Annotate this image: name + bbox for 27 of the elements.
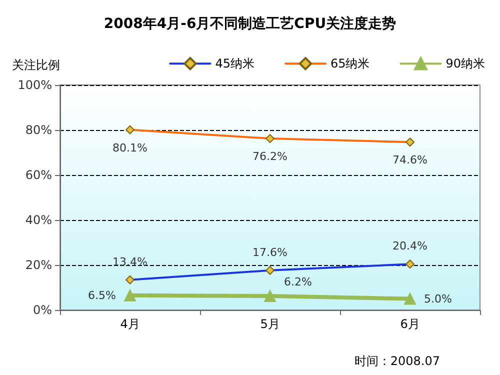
x-tick-label: 4月 xyxy=(120,317,140,331)
y-tick-label: 0% xyxy=(32,303,52,317)
chart-title: 2008年4月-6月不同制造工艺CPU关注度走势 xyxy=(104,15,396,32)
y-tick-label: 80% xyxy=(25,123,52,137)
y-tick-label: 100% xyxy=(18,78,52,92)
legend-label: 90纳米 xyxy=(446,56,486,71)
legend-label: 65纳米 xyxy=(330,56,370,71)
x-tick-label: 5月 xyxy=(260,317,280,331)
legend-label: 45纳米 xyxy=(215,56,254,71)
text: 时间：2008.07 xyxy=(354,354,440,368)
data-label: 76.2% xyxy=(252,150,288,164)
data-label: 13.4% xyxy=(112,255,148,268)
data-label: 80.1% xyxy=(112,141,148,154)
data-label: 6.2% xyxy=(284,276,312,289)
x-tick-label: 6月 xyxy=(400,317,420,331)
data-label: 20.4% xyxy=(392,240,428,253)
point xyxy=(264,290,276,302)
data-label: 5.0% xyxy=(424,292,452,306)
y-tick-label: 40% xyxy=(25,213,52,227)
data-label: 74.6% xyxy=(392,154,428,167)
point xyxy=(124,289,136,302)
y-tick-label: 60% xyxy=(25,168,52,182)
point xyxy=(404,292,416,305)
y-axis-title: 关注比例 xyxy=(12,58,60,72)
data-label: 17.6% xyxy=(252,246,288,259)
y-tick-label: 20% xyxy=(25,258,52,272)
data-label: 6.5% xyxy=(88,288,116,302)
